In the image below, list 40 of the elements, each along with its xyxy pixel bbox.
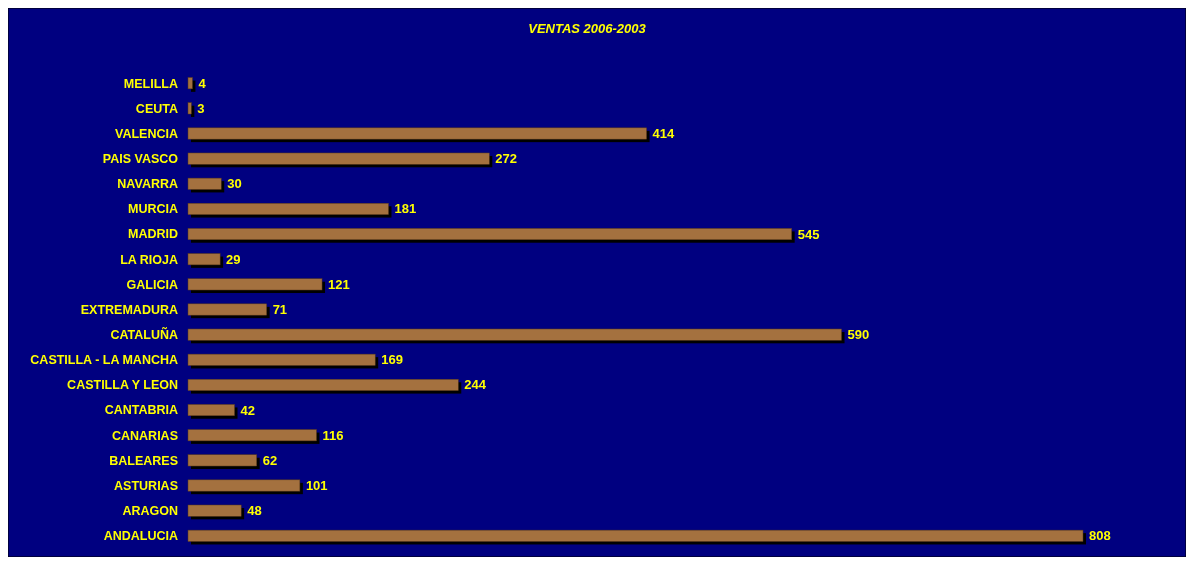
data-label: 414 (652, 126, 676, 142)
data-label: 169 (381, 352, 403, 368)
y-tick-label: MURCIA (128, 202, 178, 217)
y-tick-label: ARAGON (122, 504, 178, 519)
y-tick-label: BALEARES (109, 453, 178, 468)
y-tick-label: CEUTA (135, 101, 178, 116)
data-label: 42 (240, 402, 255, 418)
data-label: 121 (328, 276, 350, 292)
y-tick-label: EXTREMADURA (80, 302, 178, 317)
y-tick-label: CATALUÑA (110, 327, 178, 343)
data-label: 590 (847, 327, 870, 343)
data-label: 545 (797, 226, 820, 242)
data-label: 30 (227, 176, 242, 192)
y-tick-label: CANTABRIA (104, 403, 178, 418)
y-tick-label: PAIS VASCO (102, 152, 179, 167)
data-label: 29 (226, 251, 241, 267)
y-tick-label: NAVARRA (117, 177, 178, 192)
data-label: 272 (495, 151, 517, 167)
data-label: 116 (322, 427, 344, 443)
y-tick-label: VALENCIA (115, 126, 178, 141)
y-tick-label: CASTILLA - LA MANCHA (30, 353, 178, 368)
bar (187, 278, 323, 291)
data-label: 3 (197, 100, 205, 116)
y-tick-label: LA RIOJA (120, 252, 178, 267)
y-tick-label: CANARIAS (112, 428, 178, 443)
data-label: 181 (394, 201, 417, 217)
chart-title: VENTAS 2006-2003 (528, 21, 647, 36)
data-label: 48 (247, 503, 262, 519)
y-tick-label: CASTILLA Y LEON (67, 378, 178, 393)
data-label: 808 (1089, 528, 1111, 544)
data-label: 71 (272, 302, 288, 318)
data-label: 4 (198, 75, 207, 91)
data-label: 244 (464, 377, 487, 393)
y-tick-label: MADRID (128, 227, 178, 242)
y-tick-label: MELILLA (123, 76, 178, 91)
y-tick-label: ASTURIAS (114, 478, 178, 493)
data-label: 101 (305, 478, 328, 494)
y-tick-label: GALICIA (126, 277, 178, 292)
data-label: 62 (262, 452, 278, 468)
y-tick-label: ANDALUCIA (103, 529, 178, 544)
